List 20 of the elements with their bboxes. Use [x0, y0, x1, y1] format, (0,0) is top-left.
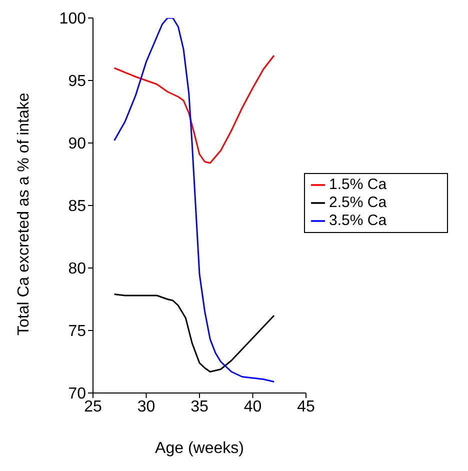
x-tick-label: 30: [137, 398, 156, 416]
legend-label: 2.5% Ca: [329, 194, 387, 211]
y-tick-label: 100: [59, 10, 86, 28]
line-series: [114, 54, 275, 164]
y-tick-label: 70: [68, 386, 86, 403]
x-tick-label: 40: [244, 398, 262, 416]
y-tick-label: 95: [68, 73, 86, 90]
y-tick-label: 80: [68, 260, 86, 278]
x-axis-title: Age (weeks): [155, 440, 244, 457]
y-tick-label: 85: [68, 198, 86, 216]
y-tick-label: 90: [68, 136, 86, 153]
y-axis-title: Total Ca excreted as a % of intake: [16, 92, 33, 336]
y-tick-label: 75: [68, 323, 86, 340]
line-series: [114, 294, 275, 372]
legend-label: 1.5% Ca: [329, 176, 387, 193]
x-tick-label: 45: [297, 398, 315, 416]
legend-label: 3.5% Ca: [329, 212, 387, 229]
line-series: [114, 18, 275, 382]
x-tick-label: 25: [84, 398, 102, 416]
x-tick-label: 35: [190, 398, 208, 416]
